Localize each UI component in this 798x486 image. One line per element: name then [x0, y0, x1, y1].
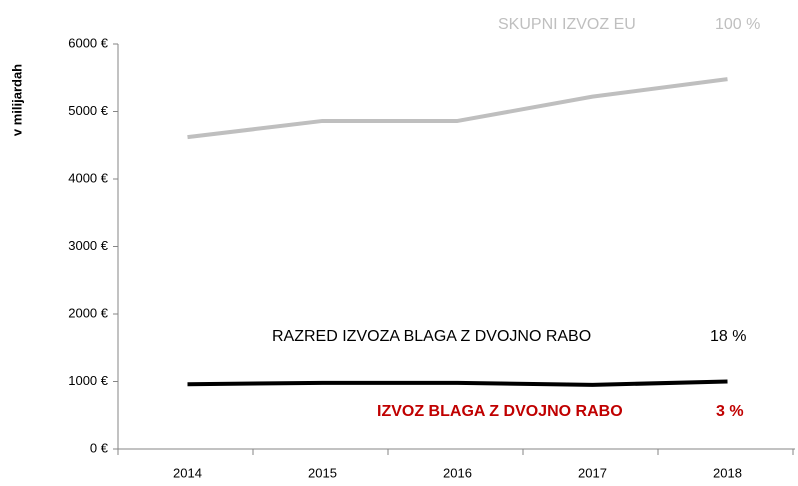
annotation: IZVOZ BLAGA Z DVOJNO RABO [377, 403, 623, 420]
y-axis-label: v milijardah [9, 64, 24, 136]
series-label: RAZRED IZVOZA BLAGA Z DVOJNO RABO [272, 328, 591, 345]
x-tick-label: 2014 [173, 465, 202, 480]
x-tick-label: 2015 [308, 465, 337, 480]
x-tick-label: 2016 [443, 465, 472, 480]
y-tick-label: 6000 € [68, 35, 109, 50]
series-line [187, 77, 728, 140]
y-tick-label: 4000 € [68, 170, 109, 185]
y-tick-label: 1000 € [68, 373, 109, 388]
y-tick-label: 3000 € [68, 238, 109, 253]
series-share: 18 % [710, 328, 746, 345]
y-tick-label: 2000 € [68, 305, 109, 320]
series-label: SKUPNI IZVOZ EU [498, 16, 636, 33]
y-tick-label: 5000 € [68, 103, 109, 118]
series-share: 100 % [715, 16, 760, 33]
y-tick-label: 0 € [90, 440, 109, 455]
x-tick-label: 2017 [578, 465, 607, 480]
series-line [187, 379, 728, 387]
annotation-share: 3 % [716, 403, 744, 420]
x-tick-label: 2018 [713, 465, 742, 480]
